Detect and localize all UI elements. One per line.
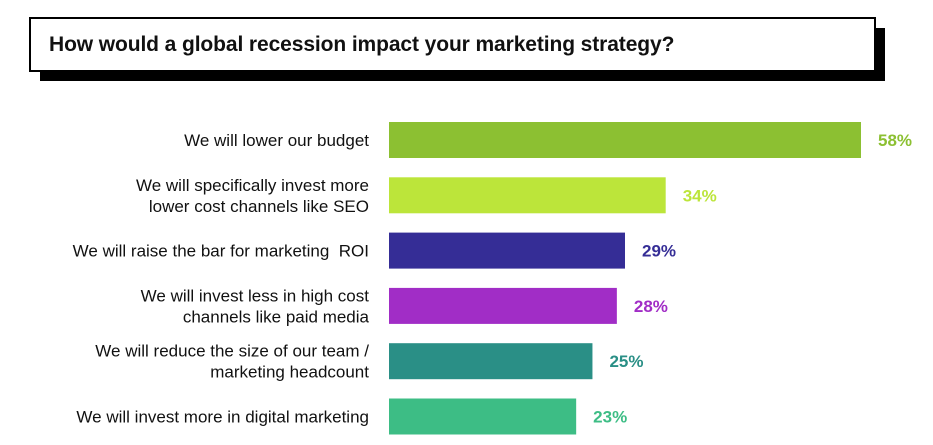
value-label-6: 23% (593, 408, 627, 427)
bar-5 (389, 343, 593, 380)
bar-1 (389, 122, 861, 158)
value-label-4: 28% (634, 297, 668, 316)
value-label-3: 29% (642, 242, 676, 261)
category-label-4: We will invest less in high cost channels… (141, 286, 370, 326)
bar-4 (389, 287, 617, 324)
value-label-5: 25% (609, 352, 643, 371)
title-box: How would a global recession impact your… (29, 17, 876, 72)
value-label-1: 58% (878, 131, 912, 150)
bar-2 (389, 177, 666, 214)
bar-6 (389, 398, 577, 435)
bar-3 (389, 232, 625, 269)
category-label-5: We will reduce the size of our team / mar… (95, 342, 369, 382)
category-label-1: We will lower our budget (184, 131, 369, 150)
category-label-6: We will invest more in digital marketing (76, 408, 369, 427)
bar-chart: 58% We will lower our budget 34% We will sp… (73, 122, 912, 435)
category-label-3: We will raise the bar for marketing ROI (73, 242, 369, 261)
chart-title: How would a global recession impact your… (49, 33, 675, 56)
value-label-2: 34% (683, 186, 717, 205)
category-label-2: We will specifically invest more lower co… (136, 176, 369, 216)
